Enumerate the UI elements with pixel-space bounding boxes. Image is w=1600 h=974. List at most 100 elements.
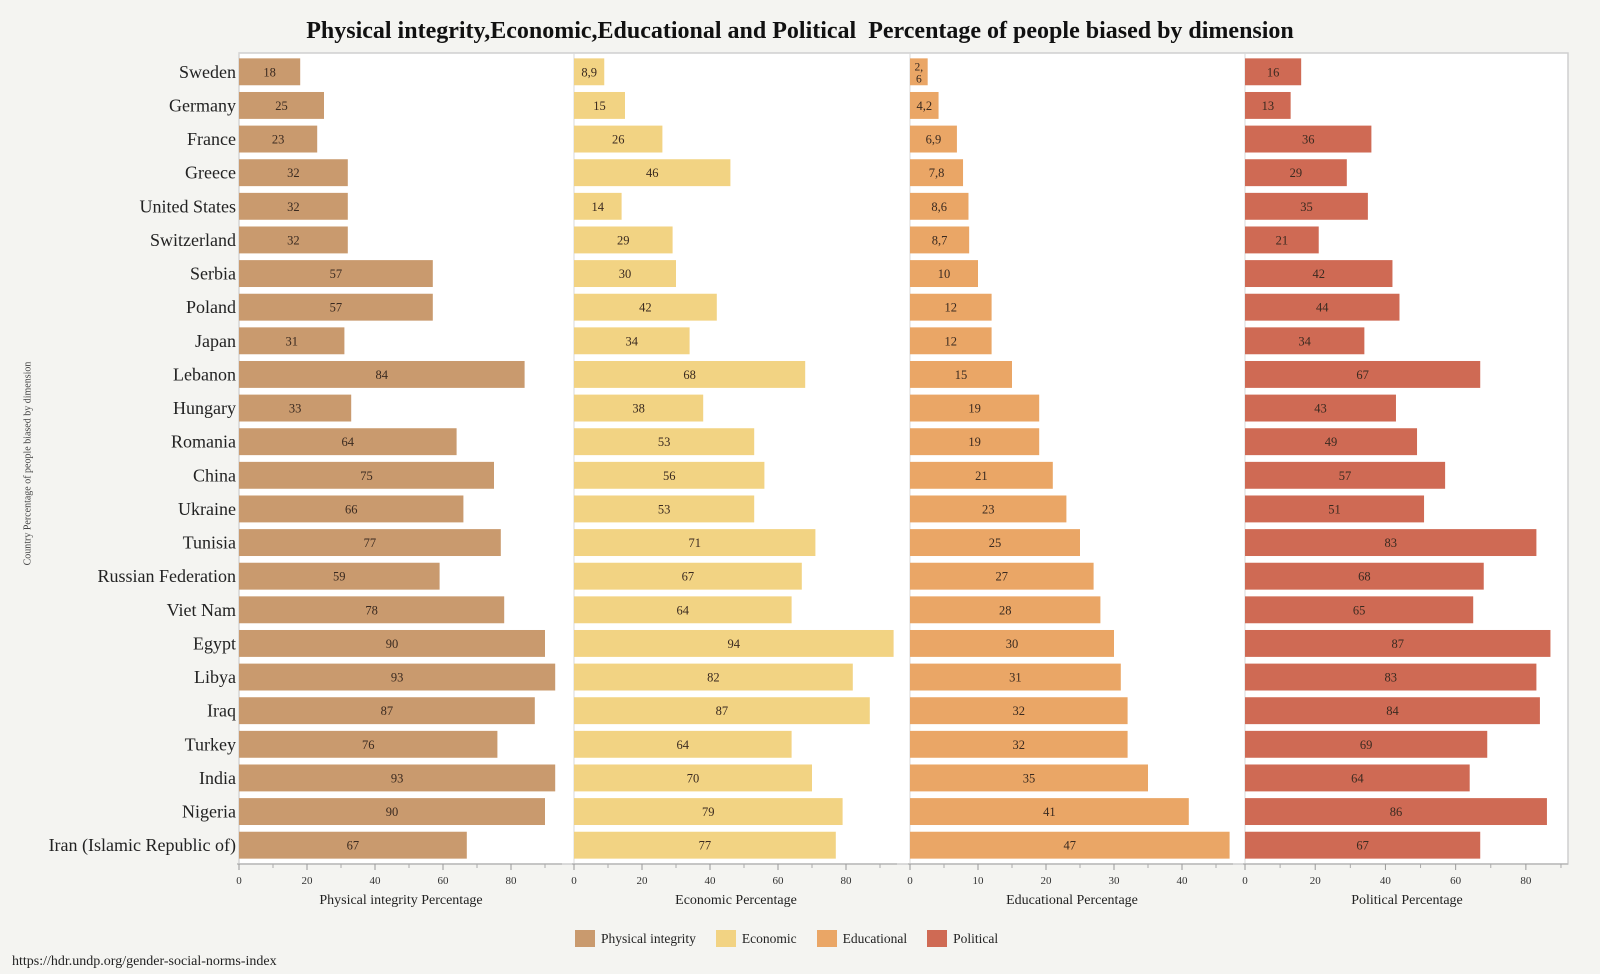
category-label: Romania <box>171 432 236 452</box>
bar-value-label: 57 <box>330 267 343 281</box>
category-label: Greece <box>185 163 236 183</box>
bar <box>1245 260 1393 288</box>
category-label: Switzerland <box>150 230 236 250</box>
bar <box>239 529 501 557</box>
bar-value-label: 33 <box>289 402 302 416</box>
legend-swatch <box>575 930 595 947</box>
bar <box>574 58 605 86</box>
bar-value-label: 77 <box>699 839 712 853</box>
bar <box>910 226 970 254</box>
x-axis-title: Economic Percentage <box>675 893 797 908</box>
source-link[interactable]: https://hdr.undp.org/gender-social-norms… <box>12 954 277 969</box>
bar-value-label: 68 <box>683 368 696 382</box>
bar <box>574 764 812 792</box>
category-label: Germany <box>169 95 236 115</box>
bar <box>239 58 301 86</box>
bar <box>1245 58 1302 86</box>
bar-value-label: 44 <box>1316 301 1329 315</box>
bar <box>910 697 1128 725</box>
bar <box>910 798 1189 826</box>
legend-item-physical-integrity[interactable]: Physical integrity <box>575 930 696 947</box>
bar <box>574 428 755 456</box>
bar-value-label: 64 <box>677 603 690 617</box>
bar-value-label: 12 <box>945 334 958 348</box>
bar <box>239 596 505 624</box>
bar <box>1245 629 1551 657</box>
bar-value-label: 34 <box>1298 334 1311 348</box>
bar-value-label: 30 <box>619 267 632 281</box>
bar <box>239 428 457 456</box>
bar <box>1245 428 1418 456</box>
category-label: Turkey <box>185 734 236 754</box>
bar <box>239 159 348 187</box>
bar-value-label: 46 <box>646 166 659 180</box>
category-label: Nigeria <box>182 802 236 822</box>
bar <box>1245 697 1540 725</box>
bar-value-label: 57 <box>330 301 343 315</box>
bar <box>1245 192 1368 220</box>
bar <box>239 562 440 590</box>
bar <box>239 327 345 355</box>
bar-value-label: 15 <box>955 368 968 382</box>
x-tick-label: 0 <box>571 875 577 887</box>
bar <box>910 360 1012 388</box>
legend: Physical integrity Economic Educational … <box>575 930 998 947</box>
bar-value-label: 67 <box>347 839 360 853</box>
bar-value-label: 32 <box>1013 738 1026 752</box>
bar-value-label: 51 <box>1328 502 1341 516</box>
bar <box>574 596 792 624</box>
legend-swatch <box>816 930 837 947</box>
bar <box>1245 159 1347 187</box>
category-label: Japan <box>195 331 236 351</box>
x-tick-label: 80 <box>1520 875 1532 887</box>
bar <box>239 125 318 153</box>
bar-value-label: 82 <box>707 671 720 685</box>
bar-value-label: 64 <box>677 738 690 752</box>
bar <box>1245 798 1547 826</box>
bar <box>574 125 663 153</box>
category-label: Tunisia <box>183 533 236 553</box>
bar-value-label: 21 <box>975 469 988 483</box>
bar <box>910 629 1114 657</box>
x-tick-label: 0 <box>907 875 913 887</box>
legend-item-educational[interactable]: Educational <box>816 930 907 947</box>
bar-value-label: 28 <box>999 603 1012 617</box>
bar-value-label: 8,7 <box>932 233 948 247</box>
bar <box>574 730 792 758</box>
bar <box>1245 360 1481 388</box>
category-label: Hungary <box>173 398 236 418</box>
bar <box>1245 529 1537 557</box>
legend-item-political[interactable]: Political <box>927 930 998 947</box>
bar-value-label: 18 <box>263 65 276 79</box>
x-tick-label: 60 <box>773 875 785 887</box>
category-label: Serbia <box>190 264 236 284</box>
bar <box>574 192 622 220</box>
legend-item-economic[interactable]: Economic <box>715 930 797 947</box>
bar <box>1245 293 1400 321</box>
bar-value-label: 38 <box>632 402 645 416</box>
bar-value-label: 30 <box>1006 637 1019 651</box>
x-tick-label: 10 <box>973 875 985 887</box>
bar-value-label: 42 <box>639 301 652 315</box>
bar-value-label: 7,8 <box>929 166 945 180</box>
bar <box>574 226 673 254</box>
category-label: France <box>187 129 236 149</box>
bar <box>1245 495 1425 523</box>
bar-value-label: 75 <box>360 469 373 483</box>
bar <box>574 663 853 691</box>
x-tick-label: 80 <box>506 875 518 887</box>
bar-value-label: 90 <box>386 805 399 819</box>
category-label: Russian Federation <box>98 566 236 586</box>
bar-value-label: 64 <box>1351 771 1364 785</box>
x-tick-label: 80 <box>841 875 853 887</box>
bar <box>910 394 1040 422</box>
bar-value-label: 41 <box>1043 805 1056 819</box>
bar-value-label: 12 <box>945 301 958 315</box>
bar <box>1245 91 1291 119</box>
bar-value-label: 4,2 <box>916 99 932 113</box>
bar <box>1245 730 1488 758</box>
category-label: Ukraine <box>178 499 236 519</box>
bar-value-label: 53 <box>658 502 671 516</box>
bar <box>910 327 992 355</box>
